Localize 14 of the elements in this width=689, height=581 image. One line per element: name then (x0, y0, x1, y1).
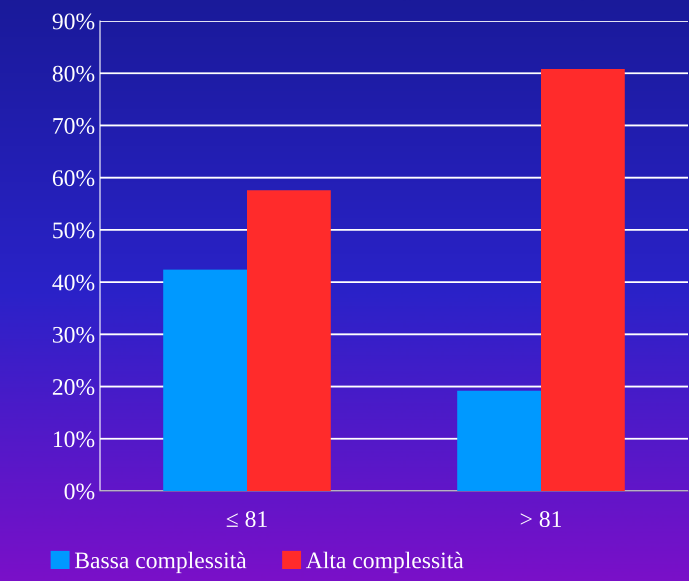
y-tick-label: 90% (52, 13, 94, 30)
x-tick-label: > 81 (520, 511, 561, 528)
y-tick-label: 0% (64, 483, 94, 500)
y-tick-label: 70% (53, 118, 94, 134)
y-tick-label: 40% (52, 274, 94, 291)
y-tick-label: 30% (52, 326, 94, 343)
legend-label: Alta complessità (306, 552, 464, 574)
x-tick-label: ≤ 81 (226, 511, 267, 528)
y-tick-label: 50% (53, 222, 94, 238)
legend-label: Bassa complessità (74, 552, 246, 574)
y-tick-label: 60% (52, 170, 94, 186)
y-tick-label: 20% (52, 379, 94, 396)
y-tick-label: 80% (52, 66, 94, 82)
y-tick-label: 10% (54, 431, 94, 448)
